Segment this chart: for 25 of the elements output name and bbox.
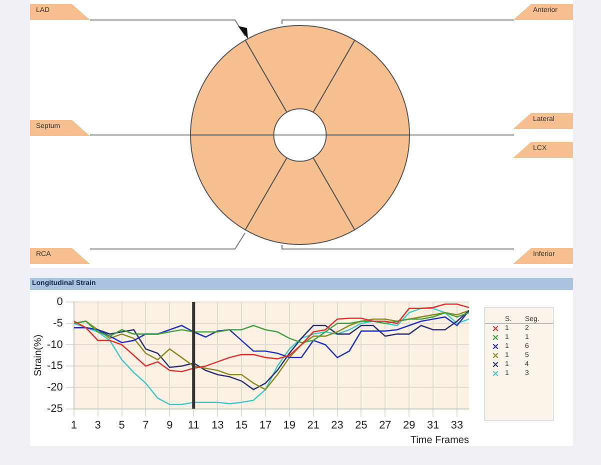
x-tick-label: 33 (450, 419, 464, 432)
x-tick-label: 11 (188, 419, 200, 432)
x-tick-label: 21 (307, 419, 320, 432)
x-axis-title: Time Frames (410, 434, 469, 446)
x-tick-label: 17 (259, 419, 272, 432)
y-axis-title: Strain(%) (32, 334, 44, 376)
x-tick-label: 7 (142, 419, 149, 432)
x-tick-label: 23 (331, 419, 344, 432)
y-tick-label: -15 (46, 360, 63, 372)
y-tick-label: 0 (56, 296, 63, 308)
y-tick-label: -20 (46, 381, 63, 394)
x-tick-label: 3 (94, 419, 101, 432)
y-tick-label: -25 (46, 402, 63, 415)
y-tick-label: -5 (53, 317, 63, 330)
x-tick-label: 31 (426, 419, 440, 432)
x-tick-label: 15 (235, 419, 248, 432)
x-tick-label: 9 (166, 419, 173, 432)
y-tick-label: -10 (46, 338, 63, 351)
x-tick-label: 19 (283, 419, 296, 432)
x-tick-label: 1 (70, 419, 77, 432)
x-tick-label: 29 (403, 419, 416, 432)
x-tick-label: 5 (118, 419, 125, 432)
x-tick-label: 25 (355, 419, 368, 432)
x-tick-label: 27 (379, 419, 392, 432)
x-tick-label: 13 (211, 419, 224, 432)
